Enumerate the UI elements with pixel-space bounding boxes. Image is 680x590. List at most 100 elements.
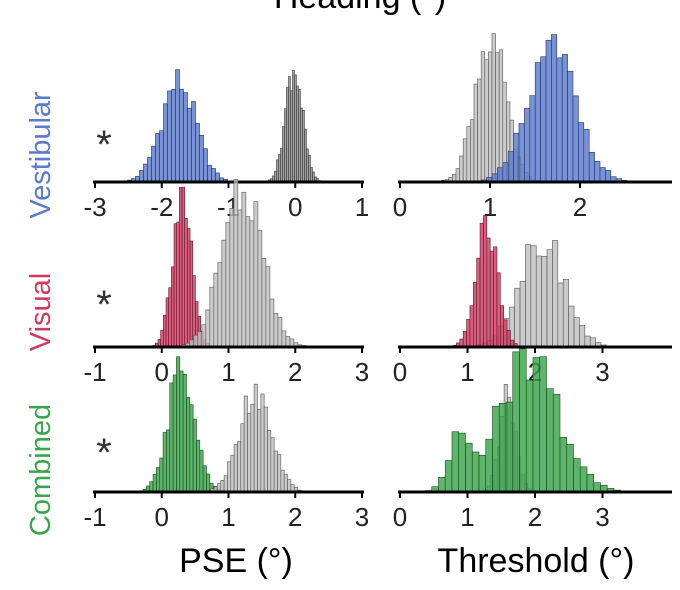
x-axis-label-pse: PSE (°) bbox=[179, 542, 293, 580]
histogram-bar bbox=[478, 455, 487, 493]
histogram-bar bbox=[195, 122, 200, 183]
histogram-bar bbox=[287, 479, 292, 493]
histogram-bar bbox=[183, 92, 188, 183]
histogram-bar bbox=[168, 287, 172, 348]
histogram-bar bbox=[477, 78, 482, 183]
histogram-bar bbox=[285, 336, 291, 348]
histogram-bar bbox=[496, 272, 501, 348]
histogram-bar bbox=[181, 186, 186, 348]
histogram-bar bbox=[479, 222, 484, 348]
histogram-bar bbox=[546, 249, 553, 348]
x-tick-label: 1 bbox=[221, 357, 235, 387]
histogram-bar bbox=[552, 240, 559, 348]
histogram-bar bbox=[243, 395, 248, 493]
histogram-bar bbox=[535, 255, 542, 348]
histogram-bar bbox=[281, 330, 287, 348]
histogram-bar bbox=[491, 33, 496, 183]
histogram-bar bbox=[568, 305, 575, 348]
series-vestibular-pse-0 bbox=[123, 69, 232, 183]
histogram-bar bbox=[253, 383, 258, 493]
histogram-bar bbox=[149, 481, 154, 493]
series-combined-threshold-1 bbox=[424, 348, 622, 493]
series-visual-pse-0 bbox=[152, 186, 212, 348]
histogram-bar bbox=[257, 408, 262, 493]
histogram-bar bbox=[471, 451, 480, 493]
histogram-bar bbox=[151, 145, 156, 183]
histogram-bar bbox=[171, 266, 175, 348]
histogram-bar bbox=[206, 473, 211, 493]
histogram-bar bbox=[605, 170, 612, 183]
histogram-bar bbox=[534, 62, 541, 183]
histogram-bar bbox=[156, 467, 161, 493]
histogram-bar bbox=[579, 466, 588, 493]
histogram-bar bbox=[274, 170, 277, 183]
histogram-bar bbox=[498, 402, 507, 493]
histogram-bar bbox=[241, 191, 247, 348]
significance-marker-vestibular: * bbox=[96, 123, 112, 167]
histogram-bar bbox=[230, 454, 235, 493]
histogram-bar bbox=[473, 281, 477, 348]
histogram-bar bbox=[179, 88, 184, 183]
x-tick-label: 2 bbox=[573, 192, 587, 222]
histogram-bar bbox=[229, 208, 235, 348]
histogram-bar bbox=[578, 122, 585, 183]
histogram-bar bbox=[588, 151, 595, 183]
x-tick-label: 1 bbox=[483, 192, 497, 222]
x-tick-label: 0 bbox=[155, 502, 169, 532]
histogram-bar bbox=[466, 319, 471, 348]
histogram-bar bbox=[247, 413, 252, 493]
histogram-bar bbox=[562, 279, 569, 348]
x-tick-label: 1 bbox=[460, 357, 474, 387]
histogram-bar bbox=[466, 126, 471, 183]
histogram-bar bbox=[139, 170, 144, 183]
histogram-bar bbox=[551, 34, 558, 183]
histogram-bar bbox=[173, 223, 177, 348]
histogram-bar bbox=[207, 164, 212, 183]
histogram-bar bbox=[514, 287, 521, 348]
histogram-bar bbox=[176, 221, 180, 348]
histogram-bar bbox=[270, 437, 275, 493]
histogram-bar bbox=[485, 438, 493, 493]
histogram-bar bbox=[465, 442, 473, 493]
x-tick-label: 0 bbox=[393, 192, 407, 222]
histogram-bar bbox=[503, 319, 508, 348]
histogram-bar bbox=[458, 432, 466, 493]
histogram-bar bbox=[540, 56, 547, 183]
histogram-bar bbox=[165, 297, 169, 348]
histogram-bar bbox=[189, 240, 194, 348]
histogram-bar bbox=[167, 90, 172, 183]
histogram-bar bbox=[166, 429, 171, 493]
histogram-bar bbox=[277, 454, 282, 493]
panel-combined-pse: -1 0 1 2 3 bbox=[83, 356, 369, 532]
histogram-bar bbox=[497, 167, 504, 183]
histogram-bar bbox=[265, 266, 271, 348]
histogram-bar bbox=[240, 423, 245, 493]
histogram-bar bbox=[561, 54, 568, 183]
histogram-bar bbox=[162, 432, 167, 493]
histogram-bar bbox=[462, 331, 467, 348]
histogram-bar bbox=[221, 239, 227, 348]
series-visual-threshold-1 bbox=[452, 215, 521, 348]
histogram-bar bbox=[283, 474, 288, 493]
significance-marker-combined: * bbox=[96, 431, 112, 475]
histogram-bar bbox=[233, 179, 239, 348]
histogram-bar bbox=[267, 430, 272, 493]
histogram-bar bbox=[159, 130, 164, 183]
histogram-bar bbox=[567, 70, 574, 183]
histogram-bar bbox=[495, 52, 500, 183]
x-tick-label: 1 bbox=[355, 192, 369, 222]
histogram-bar bbox=[492, 405, 500, 493]
histogram-bar bbox=[152, 473, 157, 493]
histogram-bar bbox=[143, 163, 148, 183]
histogram-bar bbox=[500, 305, 504, 348]
histogram-bar bbox=[182, 373, 187, 493]
histogram-bar bbox=[513, 132, 520, 183]
histogram-bar bbox=[489, 250, 494, 348]
panel-vestibular-threshold: 0 1 2 bbox=[393, 33, 672, 222]
histogram-bar bbox=[187, 228, 191, 348]
histogram-bar bbox=[462, 138, 468, 183]
histogram-bar bbox=[163, 314, 167, 348]
histogram-bar bbox=[249, 220, 255, 348]
